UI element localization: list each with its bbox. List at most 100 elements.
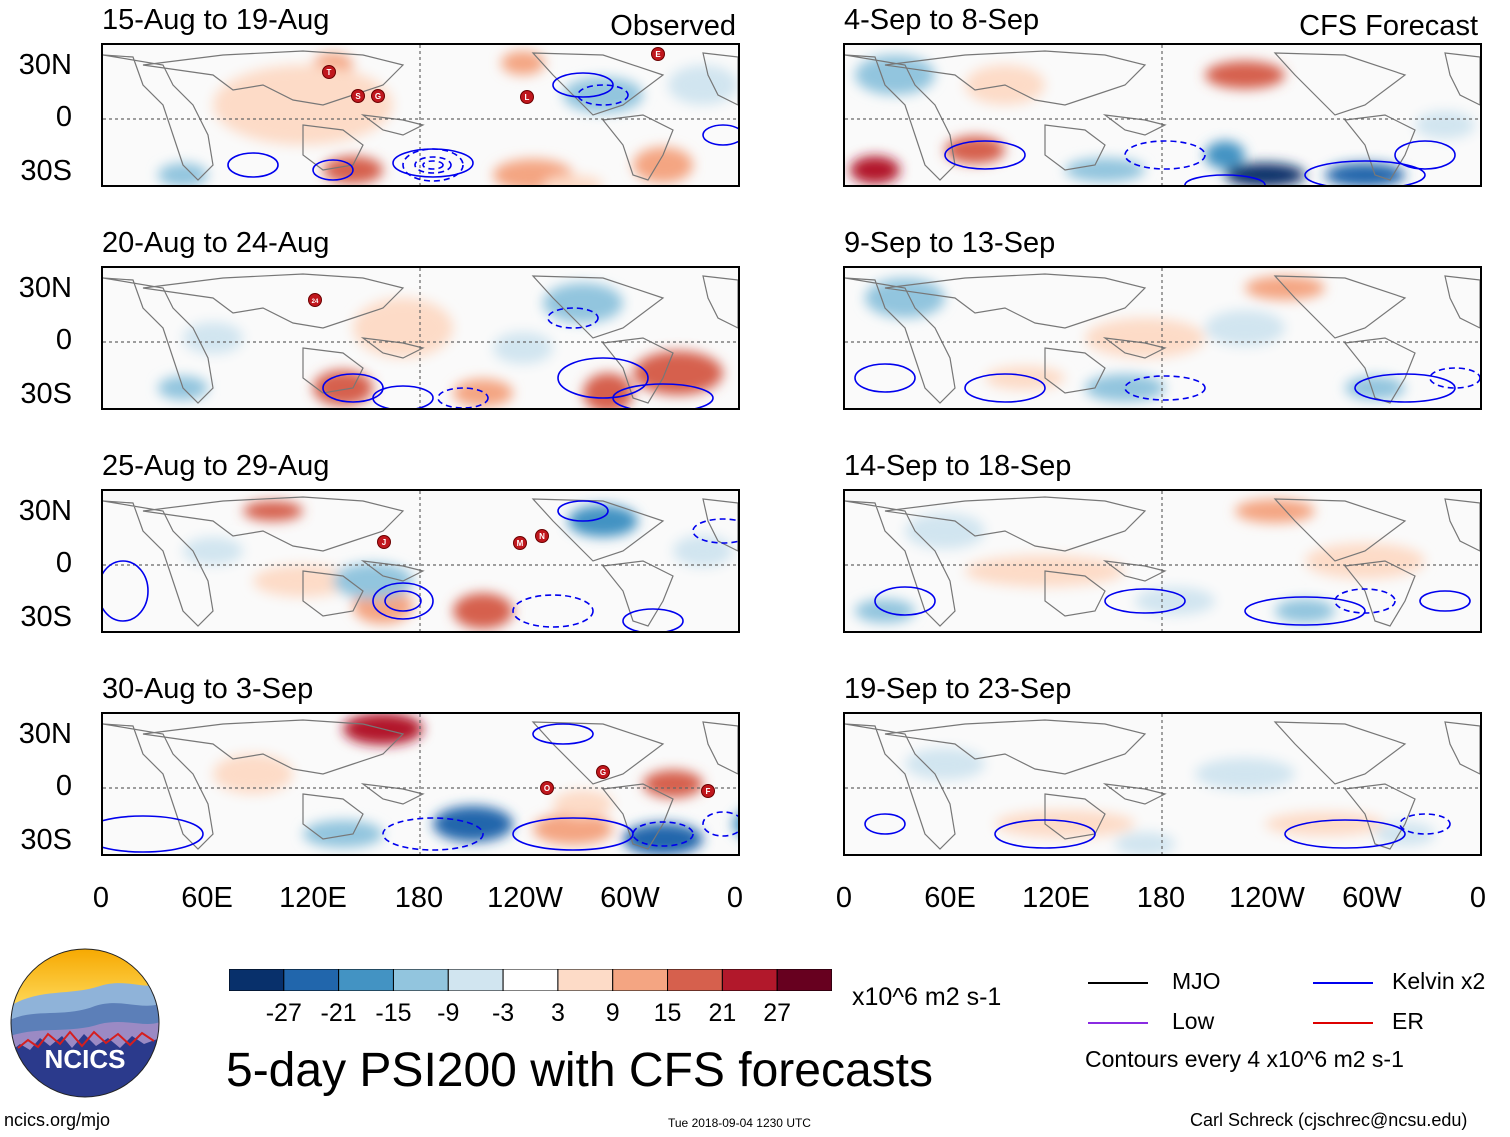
kelvin-contour xyxy=(612,383,714,408)
colorbar-tick: -27 xyxy=(265,999,302,1027)
coastline xyxy=(1343,114,1416,181)
coastline xyxy=(845,500,956,627)
anomaly-blob xyxy=(1325,163,1405,185)
kelvin-contour xyxy=(702,124,738,146)
er-legend-label: ER xyxy=(1392,1008,1424,1034)
logo-text: NCICS xyxy=(45,1044,126,1074)
kelvin-contour xyxy=(1334,588,1396,614)
anomaly-blob xyxy=(453,379,513,407)
er-legend-line xyxy=(1313,1022,1373,1024)
kelvin-contour xyxy=(864,813,906,835)
anomaly-blob xyxy=(213,754,293,794)
x-label: 60W xyxy=(1342,882,1402,914)
coastline xyxy=(1273,498,1407,562)
anomaly-blob xyxy=(668,65,738,105)
anomaly-blob xyxy=(1235,499,1315,523)
storm-marker: O xyxy=(540,781,554,795)
coastline xyxy=(103,723,214,850)
kelvin-legend-label: Kelvin x2 xyxy=(1392,968,1486,994)
kelvin-contour xyxy=(392,148,474,178)
anomaly-shading xyxy=(158,51,738,185)
coastline xyxy=(360,337,425,359)
anomaly-blob xyxy=(1135,587,1215,615)
storm-label: M xyxy=(517,539,524,548)
footer-url: ncics.org/mjo xyxy=(4,1110,111,1130)
low-legend-label: Low xyxy=(1172,1008,1215,1034)
storm-label: S xyxy=(355,92,361,101)
storm-label: O xyxy=(544,784,550,793)
x-label: 120E xyxy=(1022,882,1090,914)
kelvin-contour xyxy=(1124,140,1206,170)
coastline xyxy=(845,54,956,181)
storm-marker: M xyxy=(513,536,527,550)
coastline xyxy=(845,723,956,850)
x-label: 0 xyxy=(1469,882,1487,914)
mjo-legend-label: MJO xyxy=(1172,968,1221,994)
coastline xyxy=(360,783,425,805)
contour-interval-note: Contours every 4 x10^6 m2 s-1 xyxy=(1085,1046,1404,1072)
coastline xyxy=(1102,114,1167,136)
coastlines xyxy=(845,496,1480,627)
colorbar-swatch xyxy=(557,968,614,992)
x-label: 120E xyxy=(279,882,347,914)
kelvin-legend-line xyxy=(1313,982,1373,984)
coastline xyxy=(531,498,665,562)
storm-label: E xyxy=(655,50,661,59)
anomaly-blob xyxy=(905,513,985,549)
coastline xyxy=(531,721,665,785)
kelvin-contour xyxy=(103,560,149,622)
x-label: 60E xyxy=(924,882,976,914)
kelvin-contour xyxy=(994,819,1096,849)
panel-title-8: 19-Sep to 23-Sep xyxy=(844,673,1072,705)
coastline xyxy=(360,114,425,136)
coastline xyxy=(601,560,674,627)
storm-marker: 24 xyxy=(308,293,322,307)
anomaly-blob xyxy=(673,535,733,567)
coastline xyxy=(702,52,738,106)
panel-title-6: 9-Sep to 13-Sep xyxy=(844,227,1056,259)
coastline xyxy=(1273,721,1407,785)
anomaly-blob xyxy=(1245,276,1325,300)
anomaly-blob xyxy=(905,748,985,780)
colorbar-swatch xyxy=(392,968,449,992)
kelvin-contour xyxy=(1394,140,1456,170)
kelvin-contour xyxy=(557,500,609,522)
anomaly-blob xyxy=(183,322,243,354)
x-label: 0 xyxy=(726,882,744,914)
coastline xyxy=(845,277,956,404)
colorbar-tick: -21 xyxy=(320,999,357,1027)
kelvin-contour xyxy=(692,518,738,544)
kelvin-contour xyxy=(1184,174,1266,185)
kelvin-contour xyxy=(1244,596,1366,626)
colorbar-tick: -15 xyxy=(375,999,412,1027)
map-panel-5 xyxy=(843,43,1482,187)
coastline xyxy=(302,347,364,394)
y-label-30s: 30S xyxy=(20,824,72,856)
map-panel-2: 24 xyxy=(101,266,740,410)
coastline xyxy=(1444,52,1480,106)
storm-marker: S xyxy=(351,89,365,103)
panel-title-2: 20-Aug to 24-Aug xyxy=(102,227,330,259)
colorbar-tick: -9 xyxy=(437,999,460,1027)
storm-marker: J xyxy=(377,535,391,549)
coastline xyxy=(1102,783,1167,805)
coastline xyxy=(103,277,214,404)
colorbar-swatch xyxy=(228,968,285,992)
map-panel-1: T S G L E xyxy=(101,43,740,187)
colorbar-tick: 3 xyxy=(550,999,565,1027)
storm-label: G xyxy=(375,92,381,101)
kelvin-contour xyxy=(532,723,594,745)
coastline xyxy=(702,721,738,775)
storm-marker: G xyxy=(371,89,385,103)
kelvin-contour xyxy=(1104,588,1186,614)
coastline xyxy=(1044,347,1106,394)
panel-title-7: 14-Sep to 18-Sep xyxy=(844,450,1072,482)
coastline xyxy=(1044,124,1106,171)
storm-label: N xyxy=(539,532,545,541)
anomaly-blob xyxy=(945,136,1005,164)
anomaly-blob xyxy=(633,147,693,183)
anomaly-blob xyxy=(583,373,633,408)
anomaly-blob xyxy=(563,77,643,113)
coastline xyxy=(1102,560,1167,582)
anomaly-blob xyxy=(733,814,738,834)
